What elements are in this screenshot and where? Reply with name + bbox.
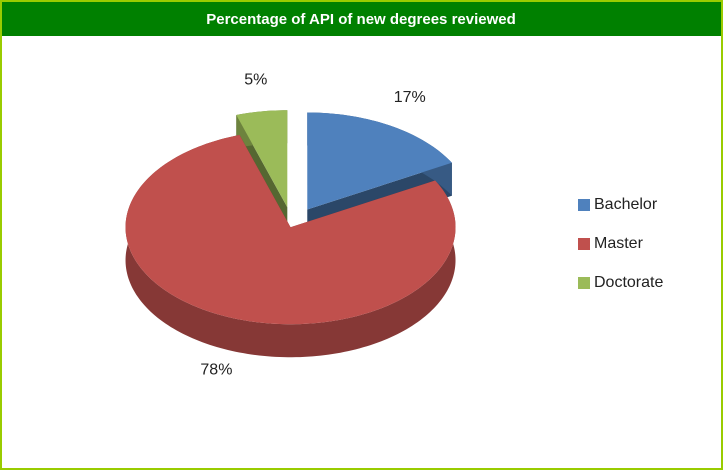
legend-label: Doctorate (594, 274, 663, 291)
legend-swatch (578, 199, 590, 211)
legend-label: Master (594, 235, 644, 252)
data-label: 78% (200, 361, 232, 378)
legend-swatch (578, 277, 590, 289)
data-label: 5% (244, 72, 267, 89)
pie-slice (236, 110, 288, 208)
pie-slice (125, 134, 456, 325)
data-label: 17% (394, 89, 426, 106)
legend-swatch (578, 238, 590, 250)
pie-slice (307, 112, 452, 210)
title-bar (2, 2, 721, 36)
legend-label: Bachelor (594, 196, 658, 213)
chart-title: Percentage of API of new degrees reviewe… (206, 11, 516, 28)
